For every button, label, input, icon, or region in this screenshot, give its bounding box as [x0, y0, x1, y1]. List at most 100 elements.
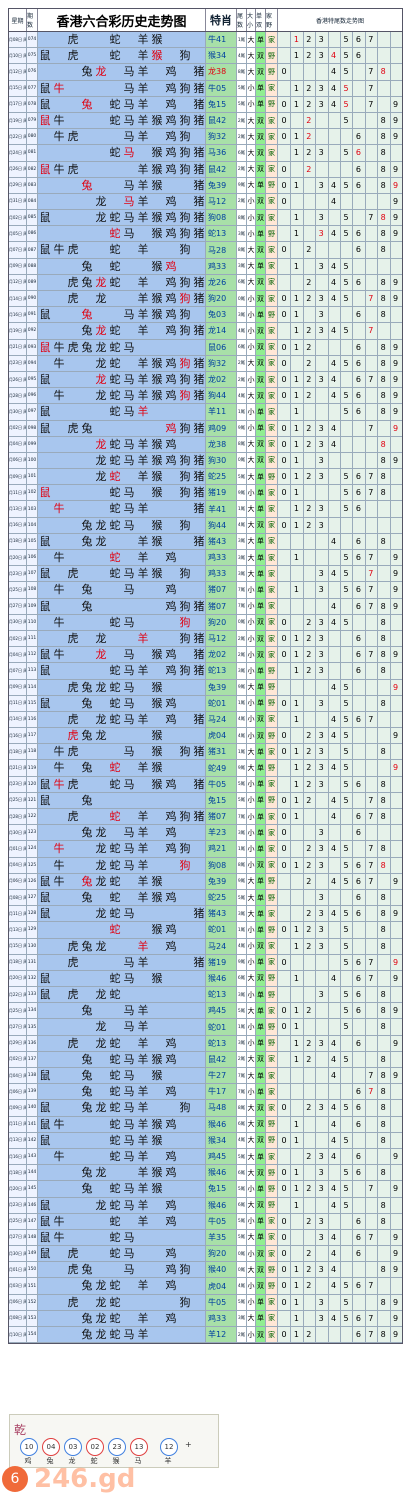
trend-gridline	[315, 1148, 317, 1165]
trend-digit: 7	[368, 99, 374, 109]
row-odd-even: 双	[256, 161, 266, 177]
trend-digit: 8	[380, 1054, 386, 1064]
zodiac-cell: 猪	[193, 81, 205, 95]
trend-digit: 0	[281, 650, 287, 660]
row-home-wild: 家	[266, 825, 278, 841]
trend-gridline	[389, 112, 391, 129]
row-home-wild: 家	[266, 614, 278, 630]
zodiac-cell: 猴	[151, 211, 163, 225]
trend-digit: 8	[380, 747, 386, 757]
zodiac-cell: 鸡	[165, 1166, 177, 1180]
zodiac-cell: 狗	[179, 130, 191, 144]
row-odd-even: 单	[256, 744, 266, 760]
zodiac-cell: 蛇	[109, 923, 121, 937]
table-row: 09月04日 周四099龙蛇马羊猴鸡龙388尾大双家012348	[9, 436, 402, 453]
trend-gridline	[340, 1181, 341, 1197]
row-zodiac-cells: 鼠兔蛇羊猴鸡	[38, 889, 206, 906]
row-big-small: 大	[247, 1068, 256, 1084]
zodiac-cell: 狗	[179, 810, 191, 823]
trend-gridline	[315, 1197, 317, 1213]
row-special-zodiac: 兔15	[206, 1181, 237, 1197]
trend-gridline	[352, 695, 354, 711]
trend-gridline	[340, 1051, 341, 1067]
trend-gridline	[290, 566, 292, 582]
row-tail: 2尾	[237, 112, 247, 129]
trend-gridline	[340, 1229, 341, 1246]
row-home-wild: 家	[266, 193, 278, 210]
trend-digit: 1	[293, 1022, 299, 1032]
row-date: 11月08日 周六	[9, 889, 27, 906]
trend-gridline	[302, 922, 304, 938]
trend-gridline	[352, 501, 354, 517]
row-tail: 4尾	[237, 938, 247, 954]
trend-digit: 8	[380, 342, 386, 352]
trend-digit: 5	[343, 1313, 349, 1323]
row-odd-even: 单	[256, 1035, 266, 1051]
zodiac-cell: 鸡	[165, 453, 177, 467]
zodiac-cell: 鸡	[165, 551, 177, 564]
zodiac-cell: 兔	[81, 696, 93, 710]
trend-gridline	[389, 889, 391, 906]
trend-digit: 6	[355, 277, 361, 287]
row-zodiac-cells: 兔龙蛇羊鸡	[38, 1278, 206, 1294]
row-issue: 138	[27, 1068, 38, 1084]
trend-gridline	[340, 744, 341, 760]
row-tail: 3尾	[237, 663, 247, 679]
row-zodiac-cells: 兔蛇马羊猴	[38, 1181, 206, 1197]
trend-digit: 9	[393, 1038, 399, 1048]
trend-gridline	[315, 274, 317, 290]
table-row: 12月04日 周四138鼠兔蛇马猴牛277尾大单家4789	[9, 1068, 402, 1085]
row-special-zodiac: 鸡33	[206, 258, 237, 274]
row-odd-even: 双	[256, 970, 266, 987]
trend-gridline	[352, 274, 354, 290]
trend-digit: 6	[355, 374, 361, 384]
row-date: 01月01日 周四	[9, 1262, 27, 1278]
trend-digit: 3	[318, 1297, 324, 1307]
zodiac-cell: 马	[123, 842, 135, 856]
zodiac-cell: 鸡	[165, 437, 177, 451]
trend-gridline	[389, 1327, 391, 1343]
row-date: 10月09日 周四	[9, 679, 27, 695]
row-odd-even: 单	[256, 776, 266, 792]
row-odd-even: 双	[256, 129, 266, 145]
row-zodiac-cells: 兔蛇猴鸡	[38, 258, 206, 274]
row-issue: 090	[27, 291, 38, 307]
zodiac-cell: 马	[123, 648, 135, 662]
trend-gridline	[352, 1229, 354, 1246]
trend-gridline	[352, 938, 354, 954]
row-big-small: 大	[247, 1165, 256, 1181]
trend-gridline	[352, 371, 354, 388]
table-row: 11月04日 周二125牛龙蛇马羊狗狗088尾小双家01235678	[9, 857, 402, 874]
trend-gridline	[315, 485, 317, 501]
trend-gridline	[340, 436, 341, 452]
zodiac-cell: 马	[123, 437, 135, 451]
trend-gridline	[352, 226, 354, 242]
row-zodiac-cells: 鼠蛇马羊	[38, 404, 206, 420]
table-row: 09月30日 周二110牛蛇马狗狗200尾小双家023458	[9, 614, 402, 631]
zodiac-cell: 虎	[67, 1247, 79, 1261]
zodiac-cell: 虎	[67, 243, 79, 257]
trend-gridline	[302, 744, 304, 760]
trend-gridline	[352, 533, 354, 549]
row-odd-even: 单	[256, 922, 266, 938]
zodiac-cell: 鼠	[39, 97, 51, 111]
trend-digit: 1	[293, 1297, 299, 1307]
trend-gridline	[377, 566, 379, 582]
row-tail: 3尾	[237, 1310, 247, 1326]
trend-gridline	[389, 307, 391, 323]
trend-gridline	[377, 582, 379, 598]
row-date: 07月29日 周二	[9, 177, 27, 193]
trend-gridline	[290, 582, 292, 598]
row-tail: 5尾	[237, 80, 247, 96]
row-date: 08月02日 周六	[9, 210, 27, 226]
trend-digit: 2	[306, 666, 312, 676]
trend-gridline	[302, 1051, 304, 1067]
row-zodiac-cells: 鼠龙蛇马羊猴鸡狗猪	[38, 210, 206, 226]
row-odd-even: 双	[256, 1100, 266, 1116]
trend-gridline	[340, 1100, 341, 1116]
